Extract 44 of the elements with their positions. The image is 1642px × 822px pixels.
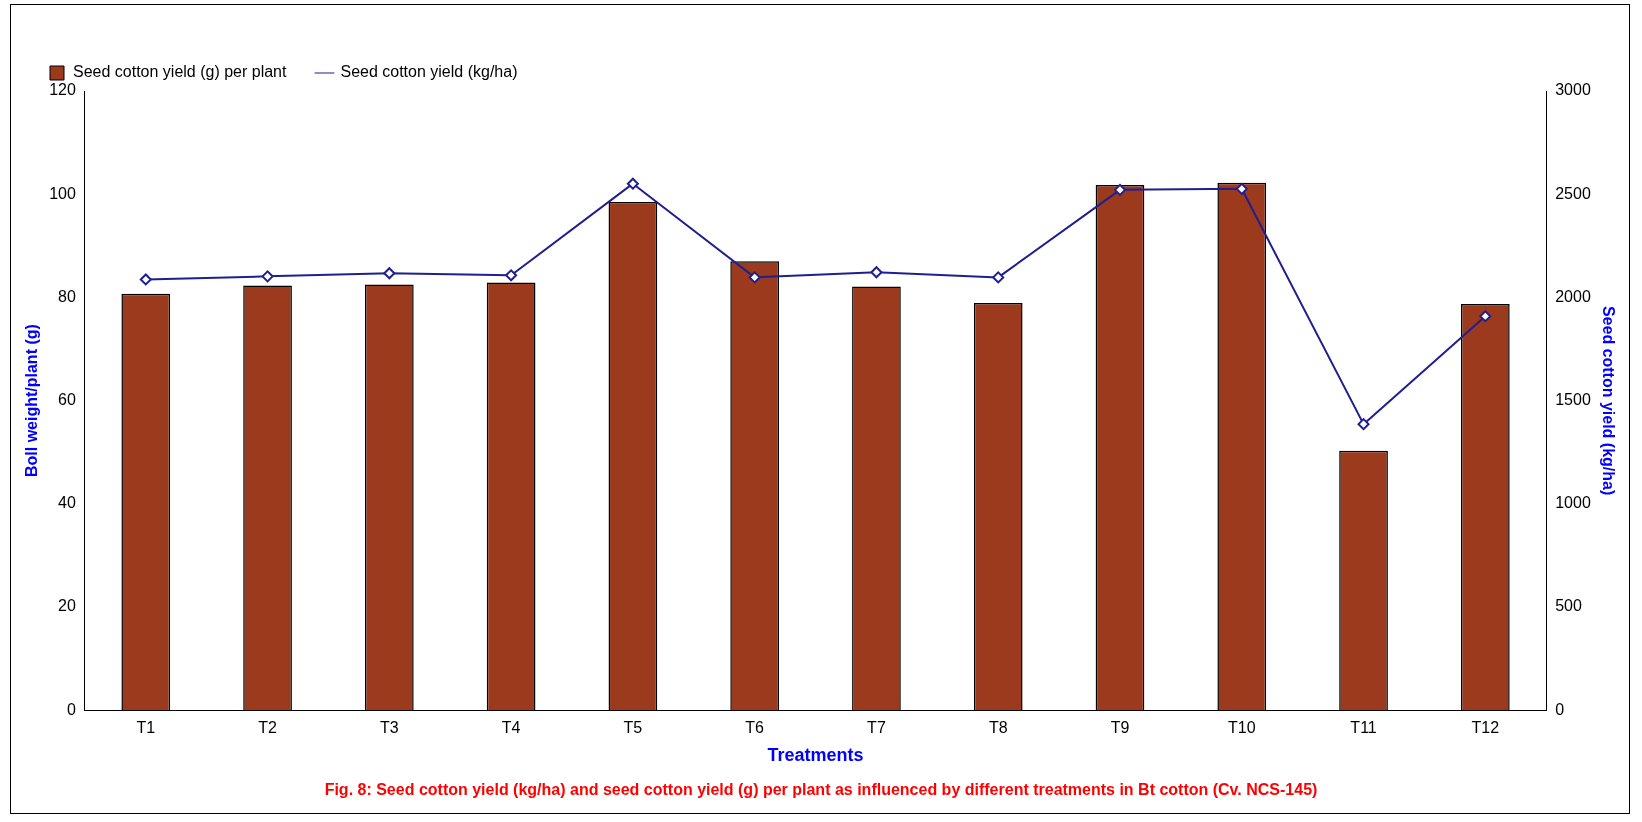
x-tick-label: T11 [1350, 719, 1377, 737]
x-tick-label: T2 [258, 719, 277, 737]
y2-tick-label: 1000 [1555, 494, 1591, 512]
point [139, 273, 152, 286]
y-axis-title: Boll weight/plant (g) [23, 324, 41, 478]
point [626, 177, 639, 190]
y-tick-label: 120 [49, 81, 76, 99]
x-tick-label: T6 [745, 719, 765, 737]
point [261, 270, 274, 283]
point [1479, 310, 1492, 323]
point [383, 267, 396, 280]
point [505, 269, 518, 282]
y2-axis-title: Seed cotton yield (kg/ha) [1599, 305, 1617, 496]
x-tick-label: T10 [1227, 719, 1256, 737]
point [748, 271, 761, 284]
y-tick-label: 40 [58, 494, 76, 512]
point [1235, 182, 1248, 195]
y2-tick-label: 500 [1555, 597, 1582, 615]
point [1357, 418, 1370, 431]
x-tick-label: T5 [623, 719, 643, 737]
x-tick-label: T8 [988, 719, 1008, 737]
y-tick-label: 60 [58, 391, 76, 409]
y-tick-label: 80 [58, 287, 76, 305]
y-tick-label: 100 [49, 184, 76, 202]
point [870, 266, 883, 279]
x-tick-label: T4 [501, 719, 521, 737]
x-tick-label: T9 [1110, 719, 1130, 737]
y-tick-label: 0 [66, 700, 76, 718]
x-axis-title: Treatments [767, 745, 864, 766]
legend-label: Seed cotton yield (g) per plant [73, 63, 288, 81]
y2-tick-label: 2000 [1555, 287, 1591, 305]
y2-tick-label: 1500 [1555, 391, 1591, 409]
x-tick-label: T3 [380, 719, 399, 737]
x-tick-label: T1 [136, 719, 156, 737]
x-tick-label: T7 [867, 719, 886, 737]
y2-tick-label: 3000 [1555, 81, 1591, 99]
y-tick-label: 20 [58, 597, 76, 615]
y2-tick-label: 2500 [1555, 184, 1591, 202]
y2-tick-label: 0 [1555, 700, 1565, 718]
text: Fig. 8: Seed cotton yield (kg/ha) and seed cotton yield (g) per plant as influenced by different treatments in Bt cotton (Cv. NCS-145) [323, 781, 1319, 799]
x-tick-label: T12 [1471, 719, 1500, 737]
legend-label: Seed cotton yield (kg/ha) [340, 63, 518, 81]
point [1113, 183, 1126, 196]
point [992, 271, 1005, 284]
